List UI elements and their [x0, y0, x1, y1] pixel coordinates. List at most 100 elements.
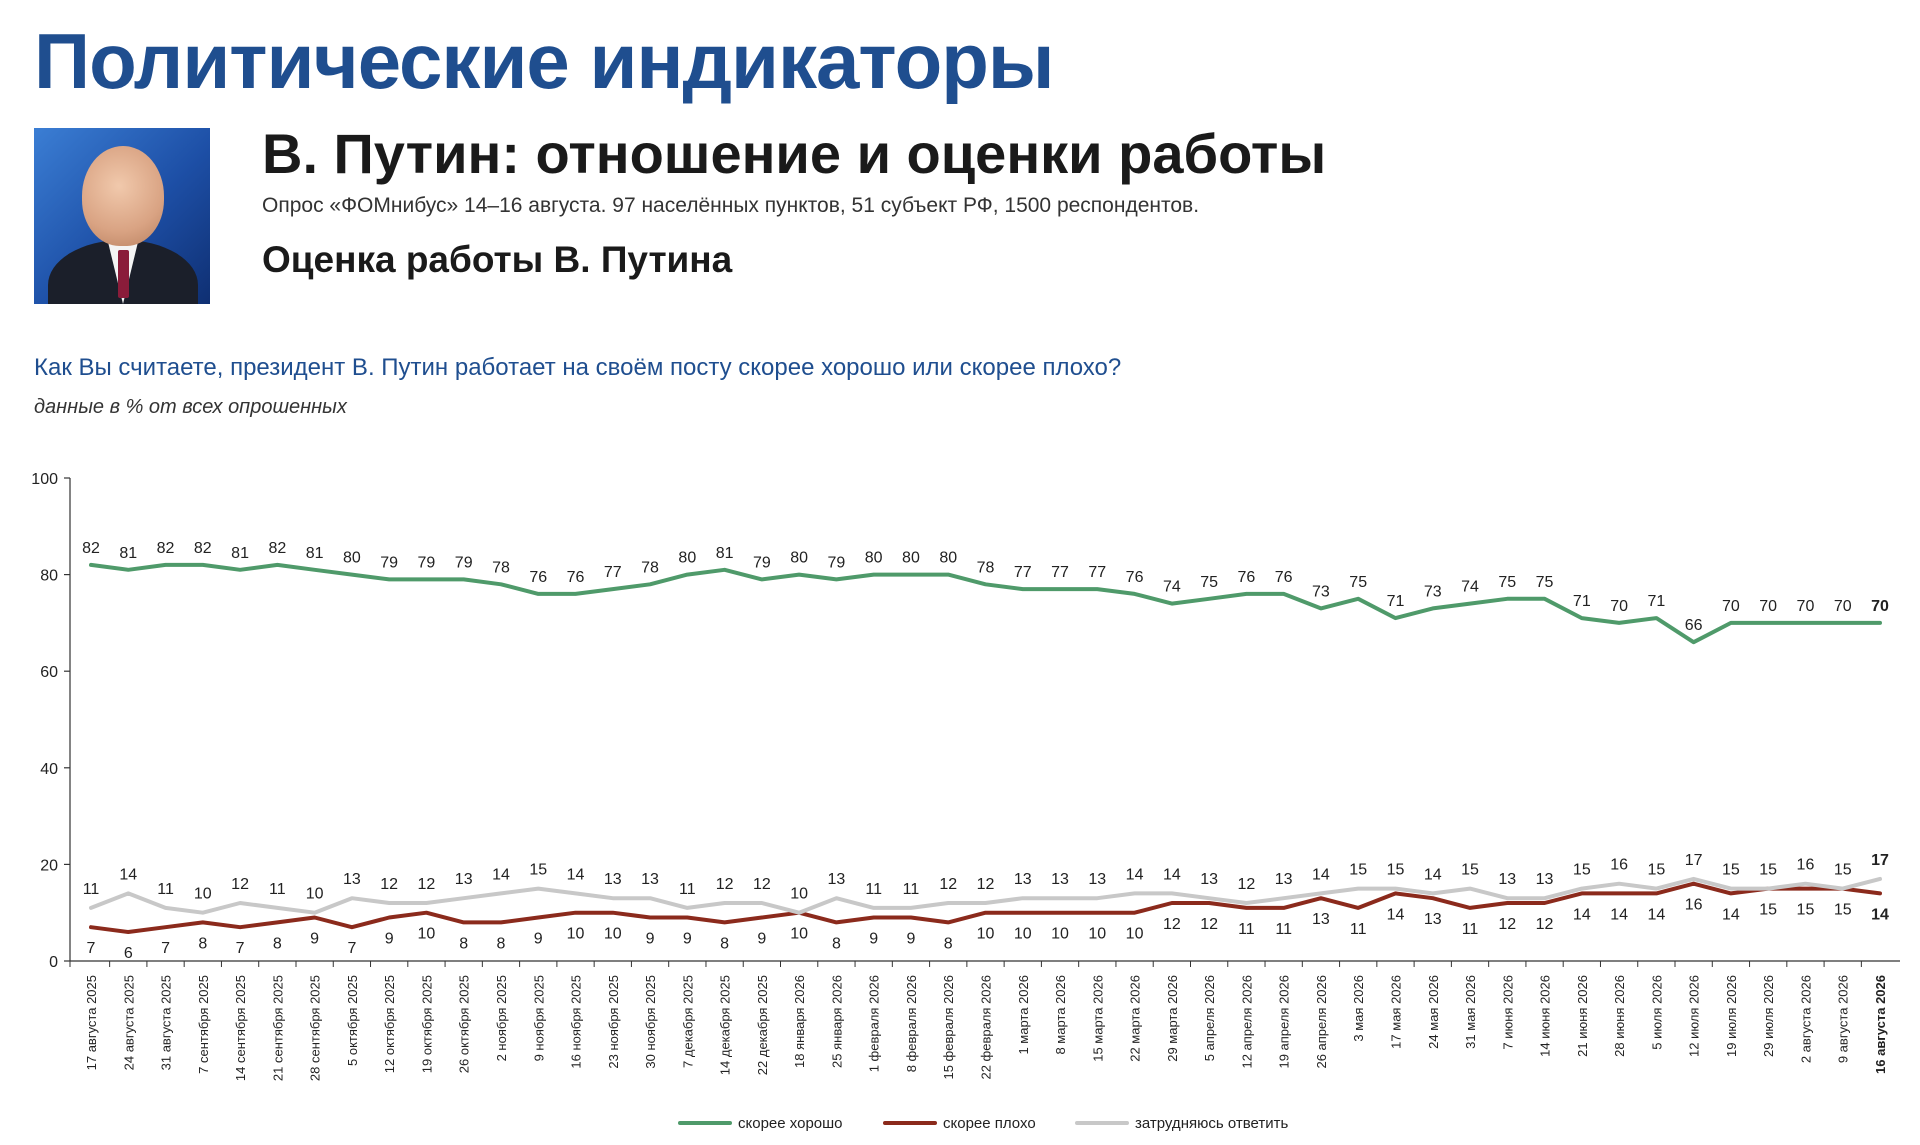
- x-tick-label: 16 ноября 2025: [569, 975, 584, 1069]
- x-tick-label: 17 мая 2026: [1389, 975, 1404, 1049]
- x-tick-label: 22 декабря 2025: [755, 975, 770, 1075]
- data-label-difficult: 11: [269, 881, 286, 898]
- data-label-bad: 11: [1275, 921, 1292, 938]
- y-tick-label: 80: [40, 568, 58, 585]
- x-tick-label: 2 августа 2026: [1799, 975, 1814, 1063]
- data-label-difficult: 10: [790, 886, 808, 903]
- data-label-good: 77: [1088, 564, 1106, 581]
- x-tick-label: 30 ноября 2025: [643, 975, 658, 1069]
- data-label-bad: 16: [1685, 897, 1703, 914]
- x-tick-label: 14 июня 2026: [1538, 975, 1553, 1057]
- data-label-difficult: 14: [1163, 866, 1181, 883]
- data-label-good: 76: [1126, 569, 1144, 586]
- data-label-good: 81: [119, 545, 137, 562]
- data-label-difficult: 13: [1536, 871, 1554, 888]
- data-label-good: 80: [865, 550, 883, 567]
- data-label-bad: 6: [124, 945, 133, 962]
- x-tick-label: 22 марта 2026: [1128, 975, 1143, 1062]
- data-label-good: 77: [1014, 564, 1032, 581]
- x-tick-label: 3 мая 2026: [1351, 975, 1366, 1042]
- x-tick-label: 12 октября 2025: [382, 975, 397, 1073]
- x-tick-label: 15 марта 2026: [1090, 975, 1105, 1062]
- x-tick-label: 5 октября 2025: [345, 975, 360, 1066]
- x-tick-label: 19 апреля 2026: [1277, 975, 1292, 1069]
- data-label-bad: 13: [1424, 911, 1442, 928]
- data-label-good: 71: [1387, 593, 1405, 610]
- data-label-good: 70: [1871, 598, 1889, 615]
- data-label-difficult: 13: [828, 871, 846, 888]
- data-label-bad: 9: [646, 931, 655, 948]
- data-label-good: 74: [1461, 579, 1479, 596]
- data-label-difficult: 12: [716, 876, 734, 893]
- data-label-difficult: 13: [1051, 871, 1069, 888]
- data-label-good: 82: [82, 540, 100, 557]
- data-label-difficult: 10: [306, 886, 324, 903]
- data-label-good: 76: [1237, 569, 1255, 586]
- x-tick-label: 5 июля 2026: [1649, 975, 1664, 1050]
- data-label-difficult: 17: [1871, 852, 1889, 869]
- x-tick-label: 31 августа 2025: [159, 975, 174, 1070]
- data-label-good: 75: [1498, 574, 1516, 591]
- x-tick-label: 22 февраля 2026: [979, 975, 994, 1080]
- x-tick-label: 15 февраля 2026: [941, 975, 956, 1080]
- x-tick-label: 26 октября 2025: [457, 975, 472, 1073]
- data-label-bad: 10: [1014, 926, 1032, 943]
- x-tick-label: 7 июня 2026: [1500, 975, 1515, 1050]
- data-label-bad: 10: [1088, 926, 1106, 943]
- y-tick-label: 20: [40, 857, 58, 874]
- data-label-difficult: 13: [1014, 871, 1032, 888]
- legend-label-2: скорее плохо: [943, 1115, 1036, 1132]
- data-label-bad: 7: [347, 940, 356, 957]
- data-label-good: 78: [977, 559, 995, 576]
- x-tick-label: 18 января 2026: [792, 975, 807, 1068]
- x-tick-label: 7 декабря 2025: [680, 975, 695, 1068]
- data-label-bad: 10: [790, 926, 808, 943]
- series-layer: [89, 562, 1882, 934]
- data-label-bad: 8: [832, 935, 841, 952]
- x-tick-label: 5 апреля 2026: [1202, 975, 1217, 1061]
- data-label-bad: 9: [310, 931, 319, 948]
- data-label-bad: 14: [1871, 906, 1889, 923]
- data-label-difficult: 15: [1573, 862, 1591, 879]
- data-label-difficult: 14: [1126, 866, 1144, 883]
- series-line-3: [89, 876, 1882, 915]
- data-label-difficult: 15: [1759, 862, 1777, 879]
- data-label-good: 70: [1797, 598, 1815, 615]
- x-tick-label: 23 ноября 2025: [606, 975, 621, 1069]
- data-label-good: 80: [678, 550, 696, 567]
- data-label-bad: 15: [1797, 902, 1815, 919]
- x-tick-label: 1 марта 2026: [1016, 975, 1031, 1055]
- x-tick-label: 2 ноября 2025: [494, 975, 509, 1061]
- y-tick-label: 60: [40, 664, 58, 681]
- data-label-bad: 8: [459, 935, 468, 952]
- data-label-bad: 10: [1126, 926, 1144, 943]
- data-label-bad: 9: [385, 931, 394, 948]
- survey-note: Опрос «ФОМнибус» 14–16 августа. 97 насел…: [262, 194, 1200, 217]
- data-label-good: 80: [343, 550, 361, 567]
- data-label-difficult: 16: [1797, 857, 1815, 874]
- units-note: данные в % от всех опрошенных: [34, 396, 347, 418]
- x-tick-label: 24 мая 2026: [1426, 975, 1441, 1049]
- data-label-good: 77: [604, 564, 622, 581]
- data-label-difficult: 12: [1237, 876, 1255, 893]
- x-tick-label: 14 декабря 2025: [718, 975, 733, 1075]
- x-tick-label: 14 сентября 2025: [233, 975, 248, 1081]
- data-label-bad: 8: [273, 935, 282, 952]
- data-label-difficult: 12: [939, 876, 957, 893]
- data-label-difficult: 10: [194, 886, 212, 903]
- data-label-bad: 9: [757, 931, 766, 948]
- data-label-difficult: 14: [492, 866, 510, 883]
- data-label-bad: 11: [1238, 921, 1255, 938]
- data-label-bad: 10: [567, 926, 585, 943]
- data-label-bad: 15: [1834, 902, 1852, 919]
- data-label-difficult: 13: [604, 871, 622, 888]
- data-label-bad: 9: [683, 931, 692, 948]
- data-label-difficult: 15: [529, 862, 547, 879]
- data-label-good: 75: [1200, 574, 1218, 591]
- data-labels: 82 11 7 81 14 6 82 11 7 82 10 8 81 12 7 82 11 8 81 10 9 80 13 7…: [82, 540, 1889, 962]
- data-label-bad: 12: [1163, 916, 1181, 933]
- x-tick-label: 8 марта 2026: [1053, 975, 1068, 1055]
- data-label-difficult: 13: [1275, 871, 1293, 888]
- data-label-good: 77: [1051, 564, 1069, 581]
